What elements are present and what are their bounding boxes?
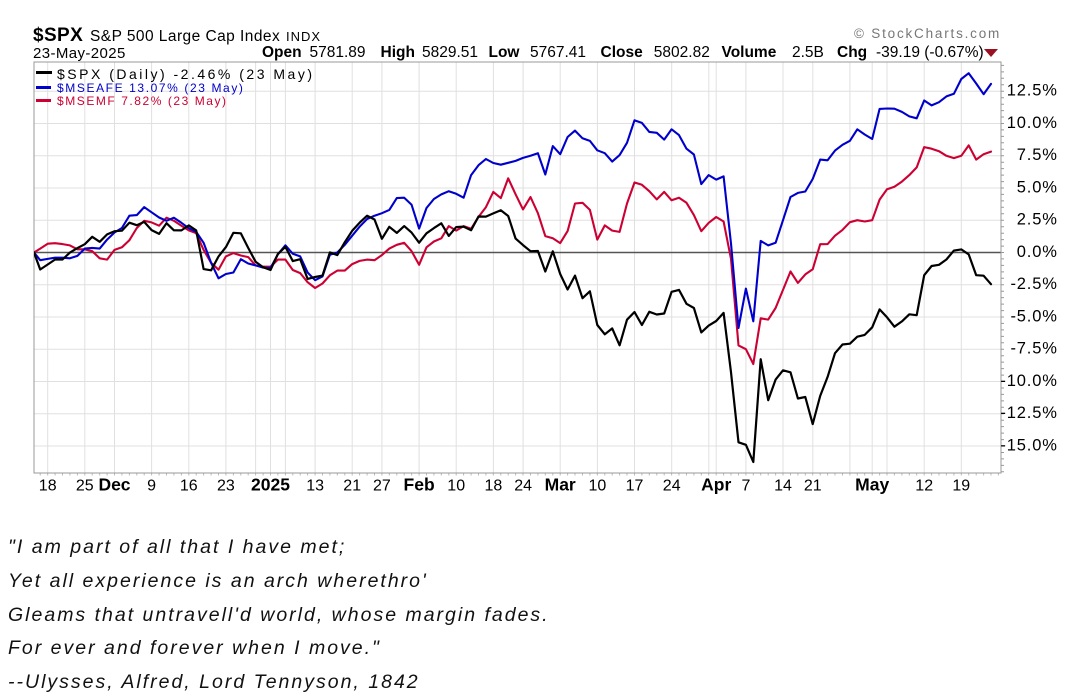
svg-text:19: 19	[952, 477, 970, 494]
svg-text:7: 7	[741, 477, 750, 494]
svg-text:-2.5%: -2.5%	[1010, 275, 1057, 293]
svg-text:Dec: Dec	[98, 474, 130, 494]
svg-text:Mar: Mar	[545, 474, 576, 494]
svg-text:7.5%: 7.5%	[1017, 146, 1058, 164]
svg-text:16: 16	[180, 477, 198, 494]
svg-text:17: 17	[626, 477, 644, 494]
svg-text:23: 23	[217, 477, 235, 494]
svg-text:25: 25	[76, 477, 94, 494]
svg-text:12.5%: 12.5%	[1007, 82, 1058, 100]
svg-text:21: 21	[804, 477, 822, 494]
svg-text:12: 12	[915, 477, 933, 494]
svg-text:10: 10	[447, 477, 465, 494]
svg-text:-15.0%: -15.0%	[1000, 436, 1057, 454]
svg-text:18: 18	[39, 477, 57, 494]
svg-text:18: 18	[485, 477, 503, 494]
svg-text:9: 9	[147, 477, 156, 494]
svg-text:14: 14	[774, 477, 792, 494]
svg-text:5.0%: 5.0%	[1017, 178, 1058, 196]
svg-text:27: 27	[373, 477, 391, 494]
svg-text:2025: 2025	[251, 474, 290, 494]
svg-text:Apr: Apr	[701, 474, 731, 494]
svg-text:10.0%: 10.0%	[1007, 114, 1058, 132]
svg-text:24: 24	[663, 477, 681, 494]
svg-text:0.0%: 0.0%	[1017, 243, 1058, 261]
svg-text:Feb: Feb	[404, 474, 435, 494]
svg-text:-5.0%: -5.0%	[1010, 307, 1057, 325]
svg-text:May: May	[855, 474, 889, 494]
svg-text:-12.5%: -12.5%	[1000, 404, 1057, 422]
svg-text:13: 13	[306, 477, 324, 494]
svg-text:-10.0%: -10.0%	[1000, 372, 1057, 390]
svg-text:24: 24	[514, 477, 532, 494]
svg-text:-7.5%: -7.5%	[1010, 340, 1057, 358]
svg-text:2.5%: 2.5%	[1017, 211, 1058, 229]
svg-text:10: 10	[589, 477, 607, 494]
svg-text:21: 21	[343, 477, 361, 494]
